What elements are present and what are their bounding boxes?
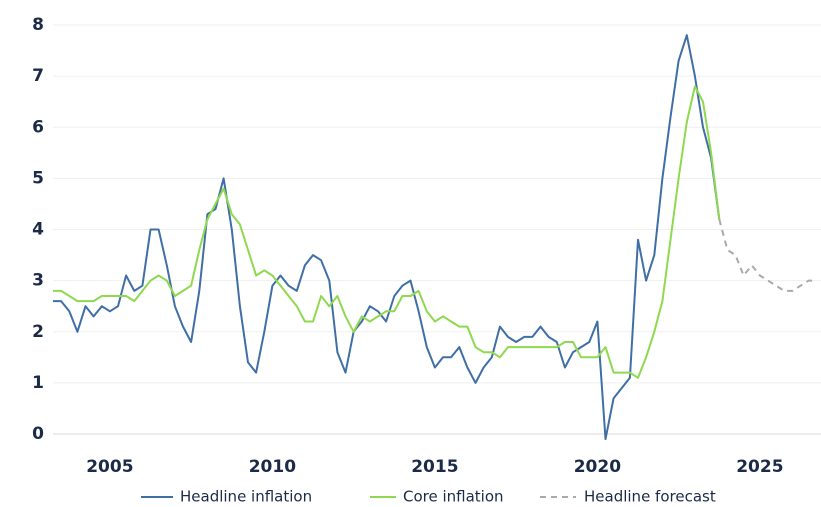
y-tick-label: 7: [32, 66, 44, 86]
series-line: [53, 85, 721, 379]
legend-label: Headline forecast: [584, 488, 716, 506]
y-tick-label: 2: [32, 322, 44, 342]
y-tick-label: 3: [32, 271, 44, 291]
x-tick-label: 2025: [736, 457, 783, 477]
x-tick-label: 2020: [574, 457, 621, 477]
y-tick-label: 0: [32, 424, 44, 444]
legend-label: Headline inflation: [180, 488, 312, 506]
y-tick-label: 6: [32, 117, 44, 137]
y-tick-label: 4: [32, 220, 44, 240]
legend-label: Core inflation: [403, 488, 504, 506]
x-tick-label: 2010: [249, 457, 296, 477]
y-tick-label: 8: [32, 15, 44, 35]
y-tick-label: 5: [32, 168, 44, 188]
series-line: [53, 34, 721, 441]
series-line: [718, 219, 817, 292]
x-tick-label: 2005: [86, 457, 133, 477]
x-tick-label: 2015: [411, 457, 458, 477]
y-tick-label: 1: [32, 373, 44, 393]
